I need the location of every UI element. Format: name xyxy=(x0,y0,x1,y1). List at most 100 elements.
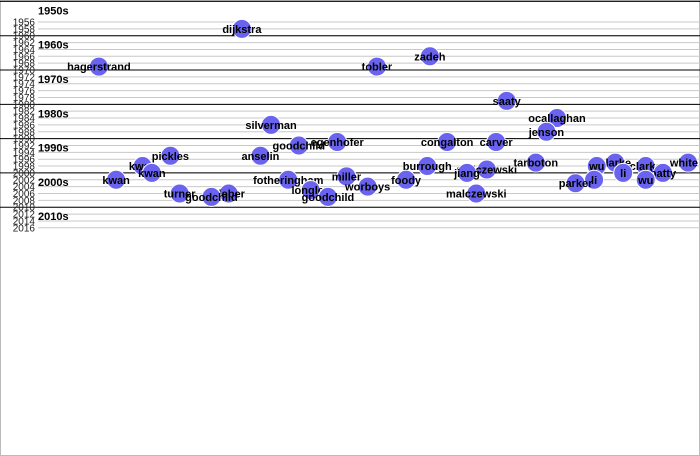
point-label: anselin xyxy=(241,151,279,163)
point-marker xyxy=(169,183,190,204)
y-tick-label: 1990 xyxy=(13,134,36,145)
data-point: li xyxy=(584,169,605,190)
y-tick-label: 1986 xyxy=(13,120,36,131)
point-marker xyxy=(160,145,181,166)
y-tick-label: 1962 xyxy=(13,38,36,49)
point-marker xyxy=(496,90,517,111)
y-tick-label: 1974 xyxy=(13,79,36,90)
y-tick-label: 1964 xyxy=(13,45,36,56)
point-label: white xyxy=(669,158,698,170)
point-marker xyxy=(547,108,568,129)
point-label: goodchild xyxy=(273,140,326,152)
point-label: li xyxy=(591,175,597,187)
point-label: batty xyxy=(650,168,677,180)
y-tick-label: 1968 xyxy=(13,59,36,70)
point-marker xyxy=(437,132,458,153)
point-marker xyxy=(565,173,586,194)
point-label: congalton xyxy=(421,137,474,149)
y-tick-label: 1988 xyxy=(13,127,36,138)
point-label: tobler xyxy=(362,62,393,74)
point-marker xyxy=(141,162,162,183)
point-label: ocallaghan xyxy=(528,113,586,125)
data-point: silverman xyxy=(245,114,297,135)
y-tick-label: 1956 xyxy=(13,18,36,29)
point-label: worboys xyxy=(344,182,390,194)
point-marker xyxy=(261,114,282,135)
point-marker xyxy=(317,186,338,207)
point-marker xyxy=(678,152,699,173)
point-label: pickles xyxy=(152,151,189,163)
data-point: goodchild xyxy=(302,186,354,207)
y-tick-label: 2002 xyxy=(13,175,36,186)
data-point: dijkstra xyxy=(222,18,262,39)
point-label: miller xyxy=(332,171,362,183)
point-label: dijkstra xyxy=(222,24,262,36)
point-label: kwan xyxy=(102,175,130,187)
point-label: jiang xyxy=(453,168,480,180)
point-label: silverman xyxy=(245,120,297,132)
y-tick-label: 1976 xyxy=(13,86,36,97)
data-point: malczewski xyxy=(446,183,507,204)
y-tick-label: 1984 xyxy=(13,114,36,125)
data-point: wu xyxy=(635,169,656,190)
point-marker xyxy=(278,169,299,190)
data-point: parker xyxy=(559,173,593,194)
y-tick-label: 1992 xyxy=(13,141,36,152)
point-label: goodchild xyxy=(185,192,238,204)
y-tick-label: 1958 xyxy=(13,24,36,35)
y-tick-label: 2004 xyxy=(13,182,36,193)
y-tick-label: 2008 xyxy=(13,196,36,207)
data-point: anselin xyxy=(241,145,280,166)
y-tick-label: 2012 xyxy=(13,210,36,221)
decade-label: 2000s xyxy=(38,177,69,189)
decade-label: 1950s xyxy=(38,5,69,17)
point-label: malczewski xyxy=(446,189,507,201)
point-label: jenson xyxy=(528,127,565,139)
point-marker xyxy=(613,162,634,183)
data-point: saaty xyxy=(493,90,522,111)
point-marker xyxy=(300,180,321,201)
y-tick-label: 2006 xyxy=(13,189,36,200)
point-marker xyxy=(250,145,271,166)
point-marker xyxy=(327,132,348,153)
y-tick-label: 1982 xyxy=(13,107,36,118)
y-tick-label: 1960 xyxy=(13,31,36,42)
point-label: parker xyxy=(559,178,593,190)
y-tick-label: 1978 xyxy=(13,93,36,104)
y-axis-ticks: 1956195819601962196419661968197019721974… xyxy=(13,18,36,235)
point-marker xyxy=(201,186,222,207)
data-point: jenson xyxy=(528,121,565,142)
data-point: egenhofer xyxy=(311,132,365,153)
data-point: burrough xyxy=(403,156,452,177)
decade-label: 2010s xyxy=(38,211,69,223)
point-marker xyxy=(106,169,127,190)
data-point: kwan xyxy=(102,169,130,190)
point-marker xyxy=(635,169,656,190)
point-label: burrough xyxy=(403,161,452,173)
point-marker xyxy=(396,169,417,190)
data-point: hagerstrand xyxy=(67,56,131,77)
decade-label: 1980s xyxy=(38,108,69,120)
data-point: white xyxy=(669,152,699,173)
data-point: batty xyxy=(650,162,677,183)
data-point: ocallaghan xyxy=(528,108,586,129)
point-marker xyxy=(366,56,387,77)
data-point: carver xyxy=(480,132,514,153)
point-label: kwan xyxy=(138,168,166,180)
point-marker xyxy=(652,162,673,183)
point-marker xyxy=(231,18,252,39)
data-points: dijkstra zadeh hagerstrand tobler saaty ocall… xyxy=(67,18,699,207)
point-label: carver xyxy=(480,137,514,149)
point-marker xyxy=(525,152,546,173)
y-tick-label: 1996 xyxy=(13,155,36,166)
point-marker xyxy=(466,183,487,204)
y-tick-label: 1980 xyxy=(13,100,36,111)
point-marker xyxy=(88,56,109,77)
y-tick-label: 1994 xyxy=(13,148,36,159)
y-tick-label: 1966 xyxy=(13,52,36,63)
point-label: hagerstrand xyxy=(67,62,131,74)
y-tick-label: 1970 xyxy=(13,66,36,77)
point-label: tarboton xyxy=(514,158,559,170)
